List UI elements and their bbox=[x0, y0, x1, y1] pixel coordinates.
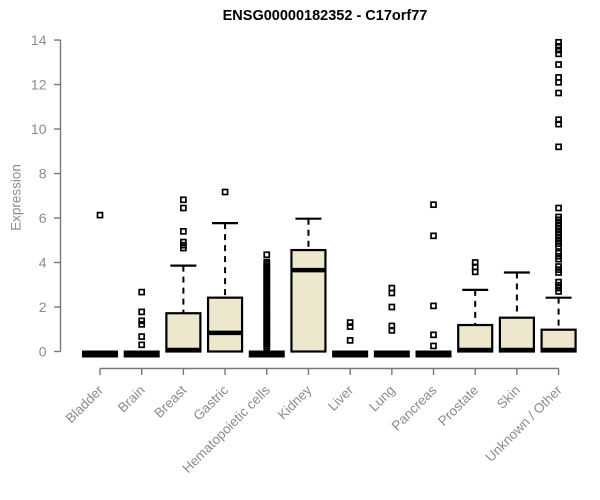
outlier-point bbox=[180, 204, 187, 212]
outlier-point bbox=[555, 269, 562, 276]
collapsed-box bbox=[248, 350, 285, 358]
outlier-point bbox=[555, 243, 562, 250]
box-group-liver bbox=[332, 319, 369, 358]
box-group-pancreas bbox=[415, 201, 452, 358]
collapsed-box bbox=[123, 350, 160, 358]
box bbox=[165, 312, 202, 353]
outlier-point bbox=[346, 323, 354, 330]
outlier-point bbox=[263, 251, 271, 259]
outlier-point bbox=[388, 303, 396, 311]
outlier-point bbox=[555, 78, 562, 86]
outlier-point bbox=[138, 317, 146, 325]
x-tick-label: Brain bbox=[115, 383, 148, 416]
y-tick-label: 12 bbox=[31, 76, 47, 92]
y-tick-label: 14 bbox=[31, 32, 47, 48]
y-tick-label: 0 bbox=[39, 343, 47, 359]
x-tick-label: Breast bbox=[151, 382, 189, 420]
outlier-point bbox=[555, 288, 562, 295]
box bbox=[206, 296, 244, 353]
outlier-point bbox=[430, 342, 437, 350]
outlier-point bbox=[346, 337, 354, 344]
outlier-point bbox=[138, 341, 146, 349]
x-tick-label: Kidney bbox=[275, 382, 315, 422]
x-tick-label: Pancreas bbox=[389, 382, 440, 433]
box-group-breast bbox=[165, 196, 202, 353]
collapsed-box bbox=[373, 350, 410, 358]
outlier-point bbox=[555, 61, 562, 68]
collapsed-box bbox=[332, 350, 369, 358]
outlier-point bbox=[96, 211, 104, 219]
x-tick-label: Skin bbox=[494, 383, 523, 412]
outlier-point bbox=[388, 327, 396, 334]
chart-title: ENSG00000182352 - C17orf77 bbox=[222, 8, 428, 24]
x-tick-label: Bladder bbox=[63, 382, 107, 426]
outlier-point bbox=[471, 268, 479, 276]
y-tick-label: 8 bbox=[39, 165, 47, 181]
y-tick-label: 6 bbox=[39, 210, 47, 226]
box-group-kidney bbox=[290, 217, 327, 353]
outlier-point bbox=[346, 319, 354, 326]
x-tick-label: Prostate bbox=[435, 383, 481, 429]
outlier-point bbox=[555, 255, 562, 263]
box-group-bladder bbox=[82, 211, 118, 358]
box bbox=[498, 316, 535, 353]
x-tick-label: Gastric bbox=[190, 382, 231, 423]
outlier-point bbox=[555, 204, 562, 212]
box-group-prostate bbox=[457, 259, 494, 353]
outlier-point bbox=[138, 288, 146, 296]
y-axis: 0 2 4 6 8 10 12 14 bbox=[31, 32, 62, 359]
collapsed-box bbox=[82, 350, 118, 358]
outlier-point bbox=[555, 120, 562, 128]
x-tick-label: Unknown / Other bbox=[482, 382, 565, 465]
collapsed-box bbox=[415, 350, 452, 358]
outlier-point bbox=[555, 46, 562, 54]
box-group-brain bbox=[123, 288, 160, 358]
outlier-point bbox=[138, 308, 146, 316]
y-tick-label: 2 bbox=[39, 299, 47, 315]
outlier-point bbox=[555, 143, 562, 151]
outlier-point bbox=[555, 89, 562, 97]
box-group-hematopoietic-cells bbox=[248, 251, 285, 358]
outlier-point bbox=[430, 331, 437, 339]
outlier-point bbox=[555, 42, 562, 50]
outlier-point bbox=[180, 244, 187, 252]
box-group-lung bbox=[373, 284, 410, 358]
box bbox=[457, 323, 494, 353]
outlier-point bbox=[388, 289, 396, 297]
outlier-point bbox=[430, 201, 437, 209]
box-group-gastric bbox=[206, 188, 244, 353]
outlier-point bbox=[263, 344, 271, 351]
outlier-point bbox=[221, 188, 229, 196]
outlier-point bbox=[430, 302, 437, 310]
outlier-point bbox=[180, 228, 187, 235]
x-tick-label: Liver bbox=[325, 382, 357, 414]
outlier-point bbox=[138, 333, 146, 340]
outlier-point bbox=[138, 321, 146, 328]
x-tick-label: Lung bbox=[366, 383, 398, 415]
outlier-point bbox=[430, 232, 437, 240]
box-group-unknown-other bbox=[540, 38, 577, 353]
outlier-point bbox=[180, 196, 187, 204]
outlier-point bbox=[555, 38, 562, 46]
y-tick-label: 10 bbox=[31, 121, 47, 137]
box-group-skin bbox=[498, 271, 535, 353]
y-tick-label: 4 bbox=[39, 254, 47, 270]
outlier-point bbox=[555, 50, 562, 58]
box bbox=[290, 248, 327, 353]
